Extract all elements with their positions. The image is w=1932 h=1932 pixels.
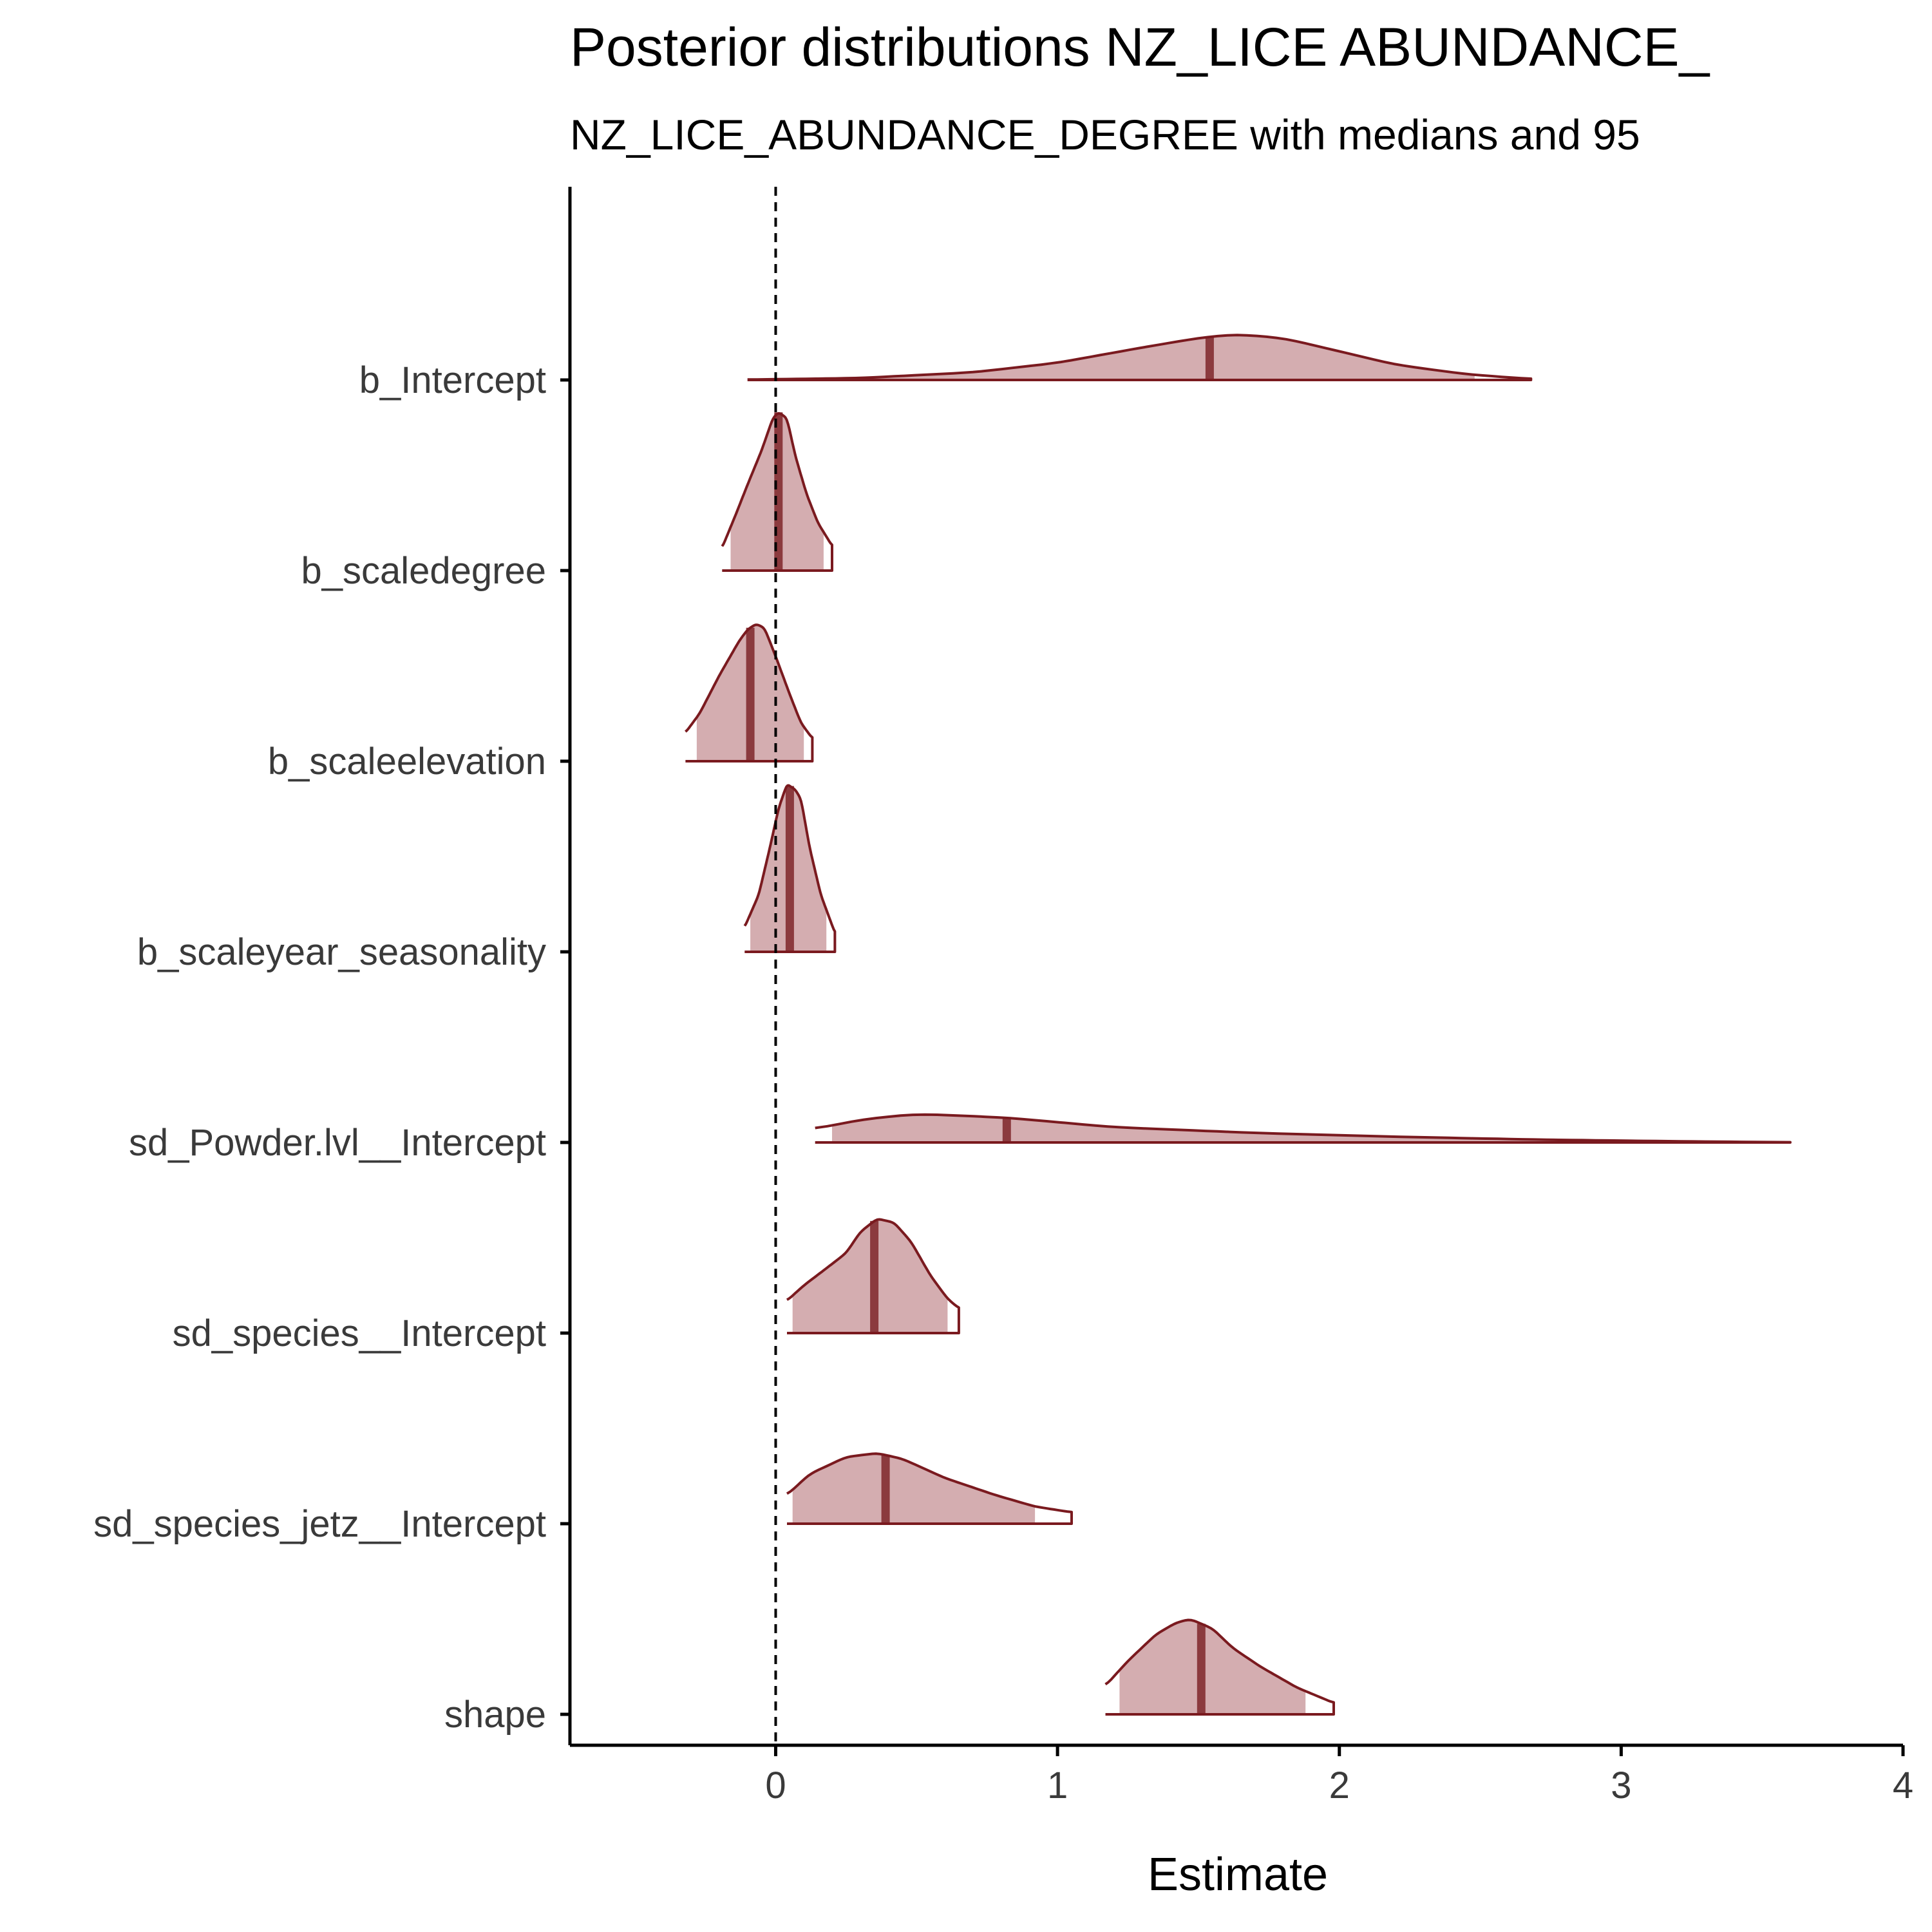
ridge-shape — [1104, 1618, 1335, 1716]
y-tick-label: b_scaledegree — [301, 550, 546, 592]
ci-area-b_Intercept — [747, 335, 1475, 380]
density-outline-b_scaleelevation — [685, 623, 814, 762]
x-tick-label: 2 — [1329, 1765, 1350, 1806]
x-tick-label: 1 — [1047, 1765, 1068, 1806]
x-axis: 0 1 2 3 4 — [765, 1745, 1913, 1806]
x-tick-label: 4 — [1893, 1765, 1913, 1806]
y-axis: b_Intercept b_scaledegree b_scaleelevation… — [93, 359, 570, 1736]
density-outline-shape — [1104, 1618, 1335, 1716]
chart-title: Posterior distributions NZ_LICE ABUNDANC… — [570, 17, 1710, 77]
x-axis-title: Estimate — [1148, 1849, 1328, 1900]
y-tick-label: b_scaleelevation — [268, 741, 546, 782]
ridge-sd_species__Intercept — [786, 1218, 960, 1334]
ci-area-shape — [1119, 1620, 1306, 1714]
ridge-b_scaleyear_seasonality — [743, 784, 837, 953]
density-outline-b_scaleyear_seasonality — [743, 784, 837, 953]
ci-area-sd_species_jetz__Intercept — [792, 1454, 1036, 1524]
density-outline-sd_Powder.lvl__Intercept — [815, 1113, 1792, 1144]
y-tick-label: sd_species_jetz__Intercept — [93, 1503, 546, 1545]
ci-area-sd_species__Intercept — [792, 1219, 948, 1333]
y-tick-label: b_scaleyear_seasonality — [137, 931, 546, 973]
chart-subtitle: NZ_LICE_ABUNDANCE_DEGREE with medians an… — [570, 111, 1640, 158]
density-ridges — [685, 334, 1792, 1716]
y-tick-label: sd_Powder.lvl__Intercept — [129, 1122, 546, 1164]
ridge-b_scaleelevation — [685, 623, 814, 762]
density-outline-b_Intercept — [747, 334, 1533, 381]
ridge-sd_Powder.lvl__Intercept — [815, 1113, 1792, 1144]
density-outline-sd_species_jetz__Intercept — [786, 1452, 1073, 1525]
ridge-sd_species_jetz__Intercept — [786, 1452, 1073, 1525]
ridge-b_Intercept — [747, 334, 1533, 381]
x-tick-label: 0 — [765, 1765, 786, 1806]
ridge-b_scaledegree — [721, 412, 833, 572]
ci-area-sd_Powder.lvl__Intercept — [832, 1115, 1790, 1142]
y-tick-label: shape — [444, 1694, 546, 1736]
y-tick-label: sd_species__Intercept — [173, 1312, 546, 1354]
density-outline-b_scaledegree — [721, 412, 833, 572]
density-outline-sd_species__Intercept — [786, 1218, 960, 1334]
y-tick-label: b_Intercept — [359, 359, 546, 401]
x-tick-label: 3 — [1611, 1765, 1631, 1806]
